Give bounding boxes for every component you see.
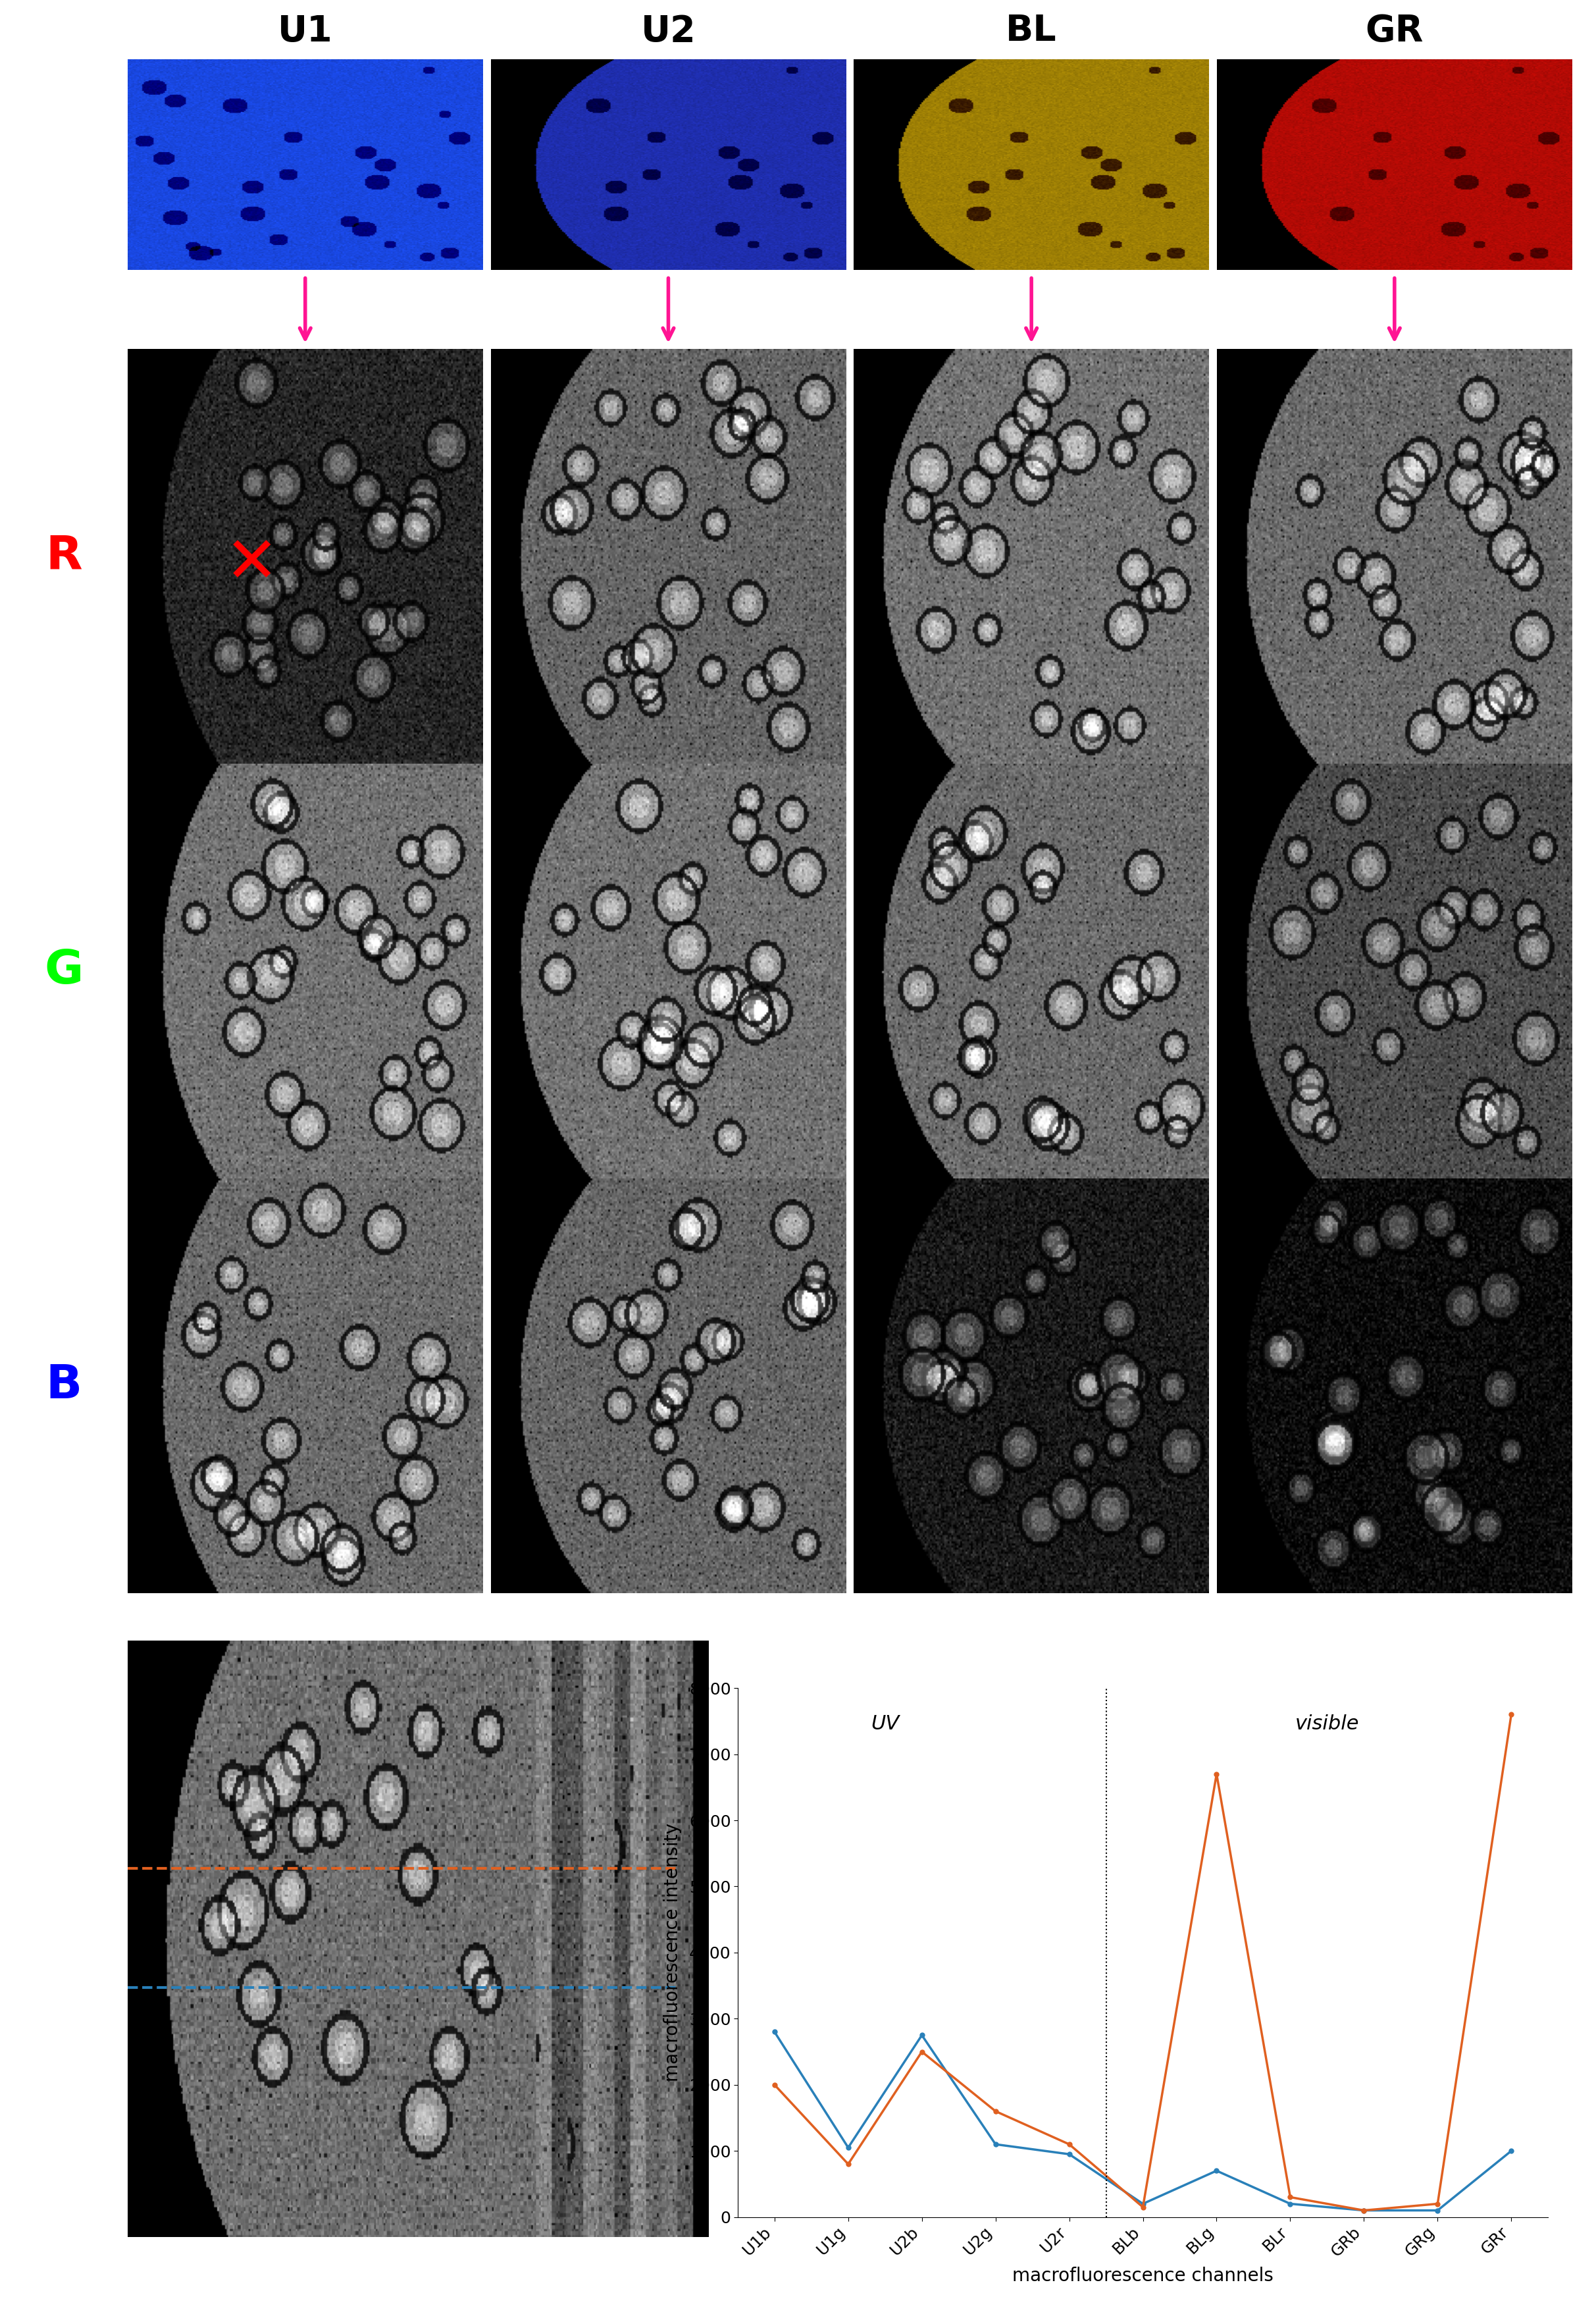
X-axis label: macrofluorescence channels: macrofluorescence channels	[1012, 2267, 1274, 2286]
Text: R: R	[46, 533, 81, 580]
Text: G: G	[45, 948, 83, 994]
Text: UV: UV	[871, 1715, 899, 1734]
Text: ✕: ✕	[225, 533, 279, 596]
Text: GR: GR	[1366, 14, 1424, 49]
Text: B: B	[46, 1363, 81, 1409]
Text: U1: U1	[278, 14, 334, 49]
Text: BL: BL	[1005, 14, 1057, 49]
Text: U2: U2	[640, 14, 696, 49]
Text: visible: visible	[1294, 1715, 1360, 1734]
Y-axis label: macrofluorescence intensity: macrofluorescence intensity	[664, 1824, 681, 2082]
